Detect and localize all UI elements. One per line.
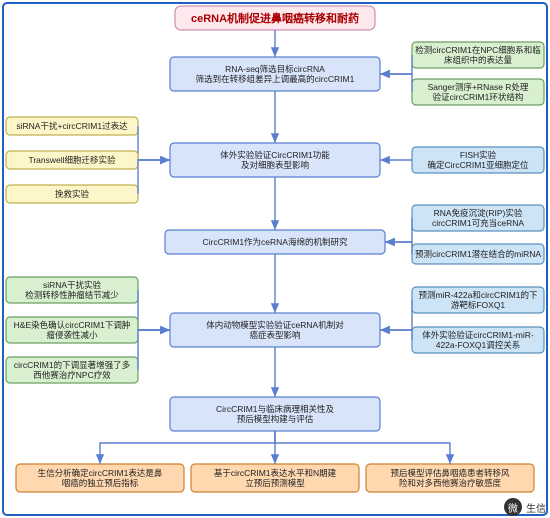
node-72-126: siRNA干扰+circCRIM1过表达 xyxy=(6,117,138,135)
title: ceRNA机制促进鼻咽癌转移和耐药 xyxy=(175,6,375,30)
wechat-icon: 微 xyxy=(504,498,522,516)
c5: CircCRIM1与临床病理相关性及预后模型构建与评估 xyxy=(170,397,380,431)
svg-text:H&E染色确认circCRIM1下调肿: H&E染色确认circCRIM1下调肿 xyxy=(14,320,131,330)
svg-text:西他赛治疗NPC疗效: 西他赛治疗NPC疗效 xyxy=(33,370,111,380)
svg-text:床组织中的表达量: 床组织中的表达量 xyxy=(444,55,513,65)
c3: CircCRIM1作为ceRNA海绵的机制研究 xyxy=(165,230,385,254)
svg-text:CircCRIM1与临床病理相关性及: CircCRIM1与临床病理相关性及 xyxy=(216,404,335,414)
c4: 体内动物模型实验验证ceRNA机制对癌症表型影响 xyxy=(170,313,380,347)
svg-text:立预后预测模型: 立预后预测模型 xyxy=(245,478,305,488)
svg-text:预后模型评估鼻咽癌患者转移风: 预后模型评估鼻咽癌患者转移风 xyxy=(390,468,510,478)
svg-text:挽救实验: 挽救实验 xyxy=(55,189,90,199)
svg-text:RNA-seq筛选目标circRNA: RNA-seq筛选目标circRNA xyxy=(225,64,325,74)
node-478-218: RNA免疫沉淀(RIP)实验circCRIM1可充当ceRNA xyxy=(412,205,544,231)
svg-text:筛选到在转移组差异上调最高的circCRIM1: 筛选到在转移组差异上调最高的circCRIM1 xyxy=(196,74,355,84)
node-72-160: Transwell细胞迁移实验 xyxy=(6,151,138,169)
svg-text:险和对多西他赛治疗敏感度: 险和对多西他赛治疗敏感度 xyxy=(399,478,502,488)
svg-text:Sanger测序+RNase R处理: Sanger测序+RNase R处理 xyxy=(428,82,529,92)
svg-text:基于circCRIM1表达水平和N期建: 基于circCRIM1表达水平和N期建 xyxy=(214,468,337,478)
svg-text:癌症表型影响: 癌症表型影响 xyxy=(249,330,300,340)
node-478-55: 检测circCRIM1在NPC细胞系和临床组织中的表达量 xyxy=(412,42,544,68)
svg-text:生信分析确定circCRIM1表达是鼻: 生信分析确定circCRIM1表达是鼻 xyxy=(38,468,163,478)
watermark: 微 生信 xyxy=(504,498,546,516)
svg-text:siRNA干扰+circCRIM1过表达: siRNA干扰+circCRIM1过表达 xyxy=(16,121,128,131)
node-72-330: H&E染色确认circCRIM1下调肿瘤侵袭性减小 xyxy=(6,317,138,343)
svg-text:游靶标FOXQ1: 游靶标FOXQ1 xyxy=(451,300,506,310)
svg-text:Transwell细胞迁移实验: Transwell细胞迁移实验 xyxy=(28,155,116,165)
watermark-text: 生信 xyxy=(526,500,546,515)
c1: RNA-seq筛选目标circRNA筛选到在转移组差异上调最高的circCRIM… xyxy=(170,57,380,91)
svg-text:预后模型构建与评估: 预后模型构建与评估 xyxy=(237,414,314,424)
svg-text:检测circCRIM1在NPC细胞系和临: 检测circCRIM1在NPC细胞系和临 xyxy=(415,45,541,55)
node-72-194: 挽救实验 xyxy=(6,185,138,203)
svg-text:FISH实验: FISH实验 xyxy=(460,150,497,160)
svg-text:CircCRIM1作为ceRNA海绵的机制研究: CircCRIM1作为ceRNA海绵的机制研究 xyxy=(203,237,348,247)
svg-text:422a-FOXQ1调控关系: 422a-FOXQ1调控关系 xyxy=(436,340,521,350)
svg-text:及对细胞表型影响: 及对细胞表型影响 xyxy=(241,160,309,170)
svg-text:siRNA干扰实验: siRNA干扰实验 xyxy=(43,280,102,290)
node-478-254: 预测circCRIM1潜在结合的miRNA xyxy=(412,244,544,264)
node-478-160: FISH实验确定CircCRIM1亚细胞定位 xyxy=(412,147,544,173)
c2: 体外实验验证CircCRIM1功能及对细胞表型影响 xyxy=(170,143,380,177)
svg-text:瘤侵袭性减小: 瘤侵袭性减小 xyxy=(46,330,98,340)
svg-text:体外实验验证CircCRIM1功能: 体外实验验证CircCRIM1功能 xyxy=(220,150,330,160)
node-72-290: siRNA干扰实验检测转移性肿瘤结节减少 xyxy=(6,277,138,303)
node-275-478: 基于circCRIM1表达水平和N期建立预后预测模型 xyxy=(191,464,359,492)
svg-text:RNA免疫沉淀(RIP)实验: RNA免疫沉淀(RIP)实验 xyxy=(434,208,523,218)
node-450-478: 预后模型评估鼻咽癌患者转移风险和对多西他赛治疗敏感度 xyxy=(366,464,534,492)
node-478-92: Sanger测序+RNase R处理验证circCRIM1环状结构 xyxy=(412,79,544,105)
svg-text:circCRIM1的下调显著增强了多: circCRIM1的下调显著增强了多 xyxy=(14,360,131,370)
svg-text:circCRIM1可充当ceRNA: circCRIM1可充当ceRNA xyxy=(432,218,524,228)
svg-text:ceRNA机制促进鼻咽癌转移和耐药: ceRNA机制促进鼻咽癌转移和耐药 xyxy=(191,11,359,25)
svg-text:验证circCRIM1环状结构: 验证circCRIM1环状结构 xyxy=(433,92,524,102)
node-478-300: 预测miR-422a和circCRIM1的下游靶标FOXQ1 xyxy=(412,287,544,313)
node-72-370: circCRIM1的下调显著增强了多西他赛治疗NPC疗效 xyxy=(6,357,138,383)
svg-text:预测miR-422a和circCRIM1的下: 预测miR-422a和circCRIM1的下 xyxy=(418,290,538,300)
svg-text:咽癌的独立预后指标: 咽癌的独立预后指标 xyxy=(62,478,139,488)
node-100-478: 生信分析确定circCRIM1表达是鼻咽癌的独立预后指标 xyxy=(16,464,184,492)
svg-text:体外实验验证circCRIM1-miR-: 体外实验验证circCRIM1-miR- xyxy=(422,330,534,340)
svg-text:体内动物模型实验验证ceRNA机制对: 体内动物模型实验验证ceRNA机制对 xyxy=(206,320,344,330)
node-478-340: 体外实验验证circCRIM1-miR-422a-FOXQ1调控关系 xyxy=(412,327,544,353)
svg-text:确定CircCRIM1亚细胞定位: 确定CircCRIM1亚细胞定位 xyxy=(427,160,529,170)
svg-text:预测circCRIM1潜在结合的miRNA: 预测circCRIM1潜在结合的miRNA xyxy=(415,249,541,259)
svg-text:检测转移性肿瘤结节减少: 检测转移性肿瘤结节减少 xyxy=(25,290,119,300)
